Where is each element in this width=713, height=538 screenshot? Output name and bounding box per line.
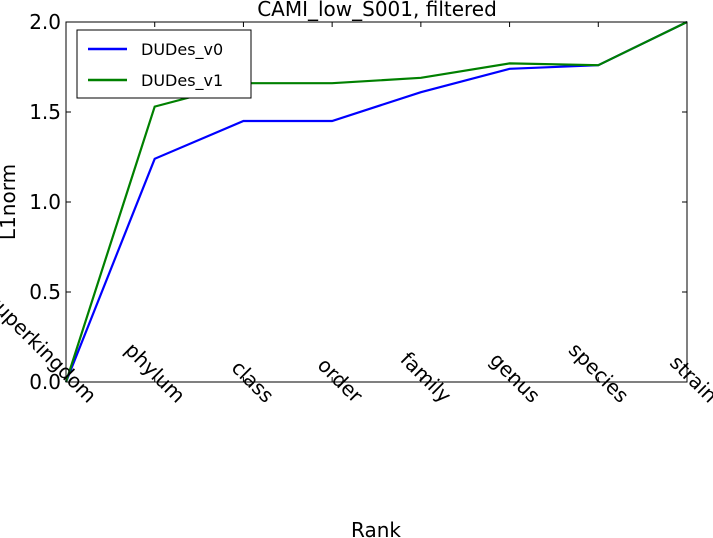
legend-label: DUDes_v1 xyxy=(141,71,223,91)
x-tick-label: genus xyxy=(485,348,545,408)
y-tick-label: 2.0 xyxy=(29,10,61,34)
x-tick-label: species xyxy=(564,338,634,408)
y-tick-label: 0.5 xyxy=(29,280,61,304)
series-layer xyxy=(64,21,688,383)
x-tick-label: class xyxy=(227,355,279,407)
legend-box xyxy=(76,29,252,99)
legend: DUDes_v0 DUDes_v1 xyxy=(76,29,252,99)
y-tick-label: 1.0 xyxy=(29,190,61,214)
y-axis-title: L1norm xyxy=(0,164,20,240)
x-tick-label: phylum xyxy=(120,338,190,408)
series-line-dudes-v1 xyxy=(64,21,688,383)
legend-label: DUDes_v0 xyxy=(141,40,223,60)
x-tick-label: order xyxy=(313,353,368,408)
x-tick-label: strain xyxy=(665,350,713,407)
y-tick-label: 1.5 xyxy=(29,100,61,124)
y-tick-label: 0.0 xyxy=(29,370,61,394)
x-tick-label: family xyxy=(396,347,457,408)
x-axis-title: Rank xyxy=(351,518,401,538)
chart-title: CAMI_low_S001, filtered xyxy=(257,0,497,21)
